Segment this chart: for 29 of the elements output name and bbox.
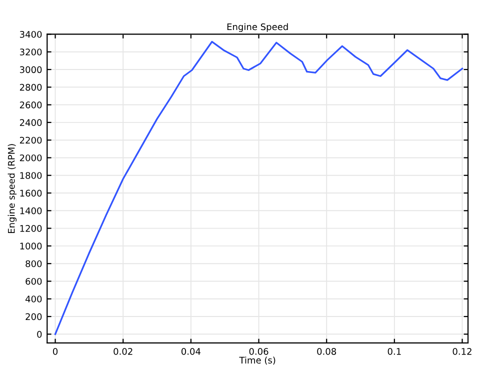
y-tick-label: 1800: [20, 172, 42, 179]
y-tick-label: 600: [26, 278, 42, 285]
chart-title: Engine Speed: [227, 23, 288, 32]
y-tick-label: 2000: [20, 154, 42, 162]
y-tick-label: 800: [26, 260, 42, 268]
y-tick-label: 1000: [20, 242, 42, 250]
y-tick-label: 3000: [20, 66, 42, 74]
x-axis-title: Time (s): [239, 356, 276, 365]
x-tick-label: 0.08: [317, 348, 336, 355]
x-tick-label: 0.12: [452, 348, 472, 355]
x-tick-label: 0.02: [114, 348, 132, 355]
y-tick-label: 200: [26, 313, 42, 320]
x-tick-label: 0.04: [181, 348, 200, 355]
y-tick-label: 2600: [20, 102, 42, 108]
y-tick-label: 3400: [20, 30, 42, 38]
y-tick-label: 2800: [20, 84, 42, 91]
x-tick-label: 0.06: [249, 348, 268, 355]
y-tick-label: 1400: [20, 207, 42, 214]
line-series: [54, 40, 464, 335]
y-tick-label: 1600: [20, 190, 42, 197]
y-tick-label: 0: [37, 330, 42, 338]
y-tick-label: 1200: [20, 225, 42, 232]
y-axis-title: Engine speed (RPM): [8, 144, 17, 233]
y-tick-label: 400: [25, 296, 42, 302]
x-tick-label: 0: [53, 348, 58, 355]
x-tick-label: 0.1: [388, 348, 401, 355]
y-tick-label: 2400: [20, 119, 42, 126]
y-tick-label: 2200: [20, 136, 42, 144]
y-tick-label: 3200: [20, 48, 42, 56]
